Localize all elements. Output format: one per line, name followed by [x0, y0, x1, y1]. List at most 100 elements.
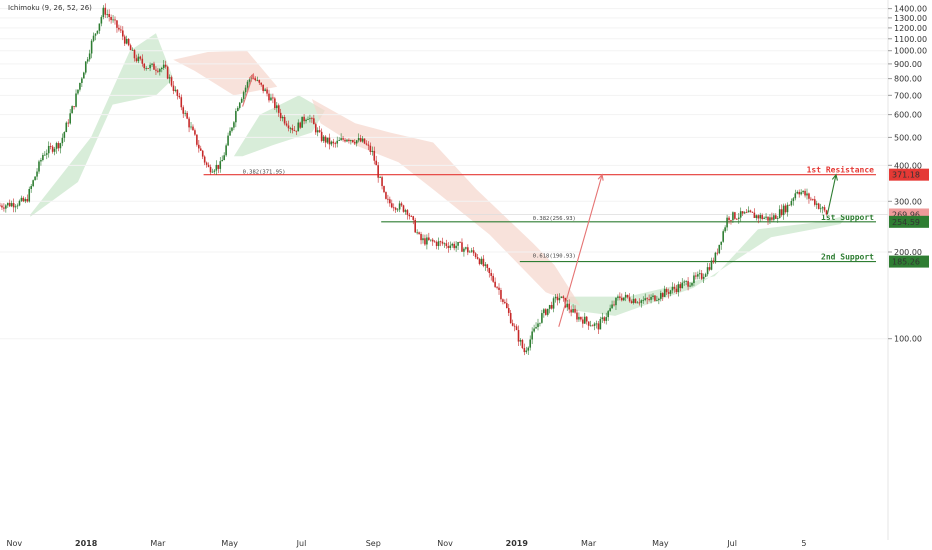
candle-body — [242, 92, 245, 99]
candle-body — [16, 205, 19, 207]
candle-body — [131, 49, 134, 51]
candle-body — [595, 323, 598, 325]
candle-body — [585, 316, 588, 322]
candle-body — [127, 38, 130, 46]
candle-body — [299, 122, 301, 128]
candle-body — [406, 210, 409, 215]
candle-body — [492, 275, 494, 282]
candle-body — [246, 81, 249, 88]
candle-body — [77, 89, 79, 94]
candle-body — [338, 140, 340, 141]
candle-body — [47, 145, 50, 154]
bull-cloud — [30, 33, 174, 217]
candle-body — [293, 130, 296, 131]
candle-body — [190, 126, 192, 128]
candle-body — [813, 199, 816, 205]
candle-body — [673, 287, 676, 289]
candle-body — [100, 17, 103, 24]
candle-body — [773, 215, 775, 220]
candle-body — [605, 317, 608, 321]
candle-body — [712, 260, 715, 263]
candle-body — [30, 186, 32, 189]
candle-body — [498, 287, 500, 291]
candle-body — [375, 160, 378, 166]
candle-body — [683, 281, 685, 283]
arrow-head — [597, 173, 604, 181]
candle-body — [747, 210, 750, 213]
candle-body — [38, 161, 40, 172]
candle-body — [344, 139, 346, 142]
candle-body — [108, 13, 110, 18]
candle-body — [342, 138, 344, 140]
candle-body — [209, 166, 212, 173]
candle-body — [45, 153, 48, 155]
candle-body — [233, 122, 235, 128]
candle-body — [792, 198, 795, 201]
candle-body — [562, 296, 565, 298]
candle-body — [648, 299, 650, 300]
candle-body — [457, 242, 459, 246]
candle-body — [307, 118, 309, 120]
candle-body — [328, 137, 331, 145]
candle-body — [609, 308, 611, 312]
x-tick-label: May — [652, 539, 669, 548]
candle-body — [377, 165, 379, 178]
candle-body — [207, 164, 210, 167]
candle-body — [182, 107, 185, 114]
candle-body — [168, 77, 171, 79]
candle-body — [180, 97, 183, 108]
candle-body — [689, 285, 691, 287]
candle-body — [295, 130, 298, 132]
x-tick-label: 2018 — [75, 539, 98, 548]
candle-body — [326, 137, 329, 143]
candle-body — [416, 232, 418, 234]
candle-body — [65, 122, 68, 133]
candle-body — [698, 273, 701, 275]
candle-body — [776, 218, 779, 219]
candle-body — [98, 23, 101, 31]
candle-body — [521, 340, 524, 348]
candle-body — [361, 138, 364, 142]
candle-body — [755, 215, 758, 219]
candle-body — [381, 177, 383, 187]
candle-body — [123, 36, 126, 44]
candle-body — [749, 210, 752, 212]
candle-body — [311, 118, 313, 120]
candle-body — [40, 160, 42, 162]
candle-body — [732, 212, 734, 221]
candle-body — [188, 118, 190, 128]
candle-body — [12, 203, 15, 208]
candle-body — [728, 217, 730, 221]
candle-body — [496, 286, 498, 288]
y-tick-label: 1200.00 — [894, 24, 927, 33]
candle-body — [237, 107, 239, 112]
candle-body — [305, 119, 307, 122]
x-tick-label: Jul — [296, 539, 307, 548]
candle-body — [96, 30, 99, 34]
candle-body — [412, 216, 415, 220]
candle-body — [88, 53, 91, 60]
candle-body — [225, 145, 227, 156]
candle-body — [753, 212, 756, 219]
candle-body — [593, 323, 596, 326]
fib-label: 0.382(256.93) — [533, 216, 576, 222]
candle-body — [174, 89, 177, 91]
candle-body — [94, 33, 97, 36]
candle-body — [794, 193, 797, 199]
candle-body — [708, 267, 711, 270]
candle-body — [260, 82, 263, 85]
candle-body — [679, 284, 682, 289]
candle-body — [630, 301, 633, 304]
candle-body — [490, 273, 493, 276]
candle-body — [636, 302, 639, 304]
bull-cloud — [563, 214, 850, 316]
y-tick-label: 400.00 — [894, 161, 922, 170]
candles — [0, 3, 828, 356]
candle-body — [350, 140, 352, 142]
bear-cloud — [311, 98, 581, 306]
candle-body — [309, 118, 311, 120]
y-tick-label: 100.00 — [894, 335, 922, 344]
candle-body — [431, 239, 434, 242]
candle-body — [213, 170, 216, 172]
